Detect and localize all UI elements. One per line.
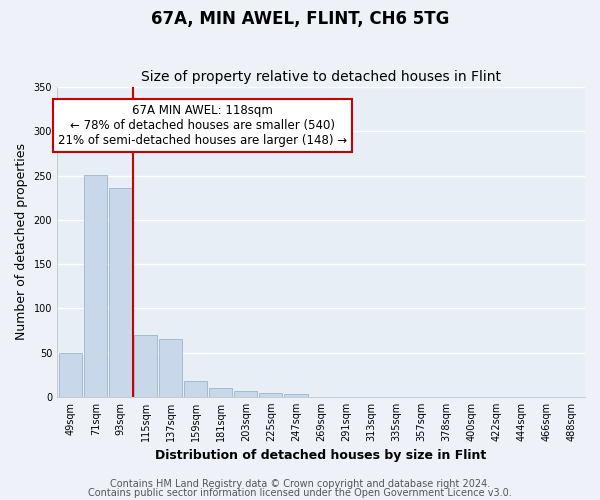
Text: 67A MIN AWEL: 118sqm
← 78% of detached houses are smaller (540)
21% of semi-deta: 67A MIN AWEL: 118sqm ← 78% of detached h…	[58, 104, 347, 147]
Bar	[109, 188, 133, 397]
Text: Contains HM Land Registry data © Crown copyright and database right 2024.: Contains HM Land Registry data © Crown c…	[110, 479, 490, 489]
Bar	[59, 352, 82, 397]
Bar	[134, 335, 157, 397]
Bar	[160, 340, 182, 397]
Bar	[209, 388, 232, 397]
Text: 67A, MIN AWEL, FLINT, CH6 5TG: 67A, MIN AWEL, FLINT, CH6 5TG	[151, 10, 449, 28]
Bar	[259, 394, 283, 397]
Bar	[284, 394, 308, 397]
Bar	[184, 381, 208, 397]
X-axis label: Distribution of detached houses by size in Flint: Distribution of detached houses by size …	[155, 450, 487, 462]
Y-axis label: Number of detached properties: Number of detached properties	[15, 144, 28, 340]
Bar	[85, 174, 107, 397]
Bar	[235, 392, 257, 397]
Title: Size of property relative to detached houses in Flint: Size of property relative to detached ho…	[141, 70, 501, 85]
Text: Contains public sector information licensed under the Open Government Licence v3: Contains public sector information licen…	[88, 488, 512, 498]
